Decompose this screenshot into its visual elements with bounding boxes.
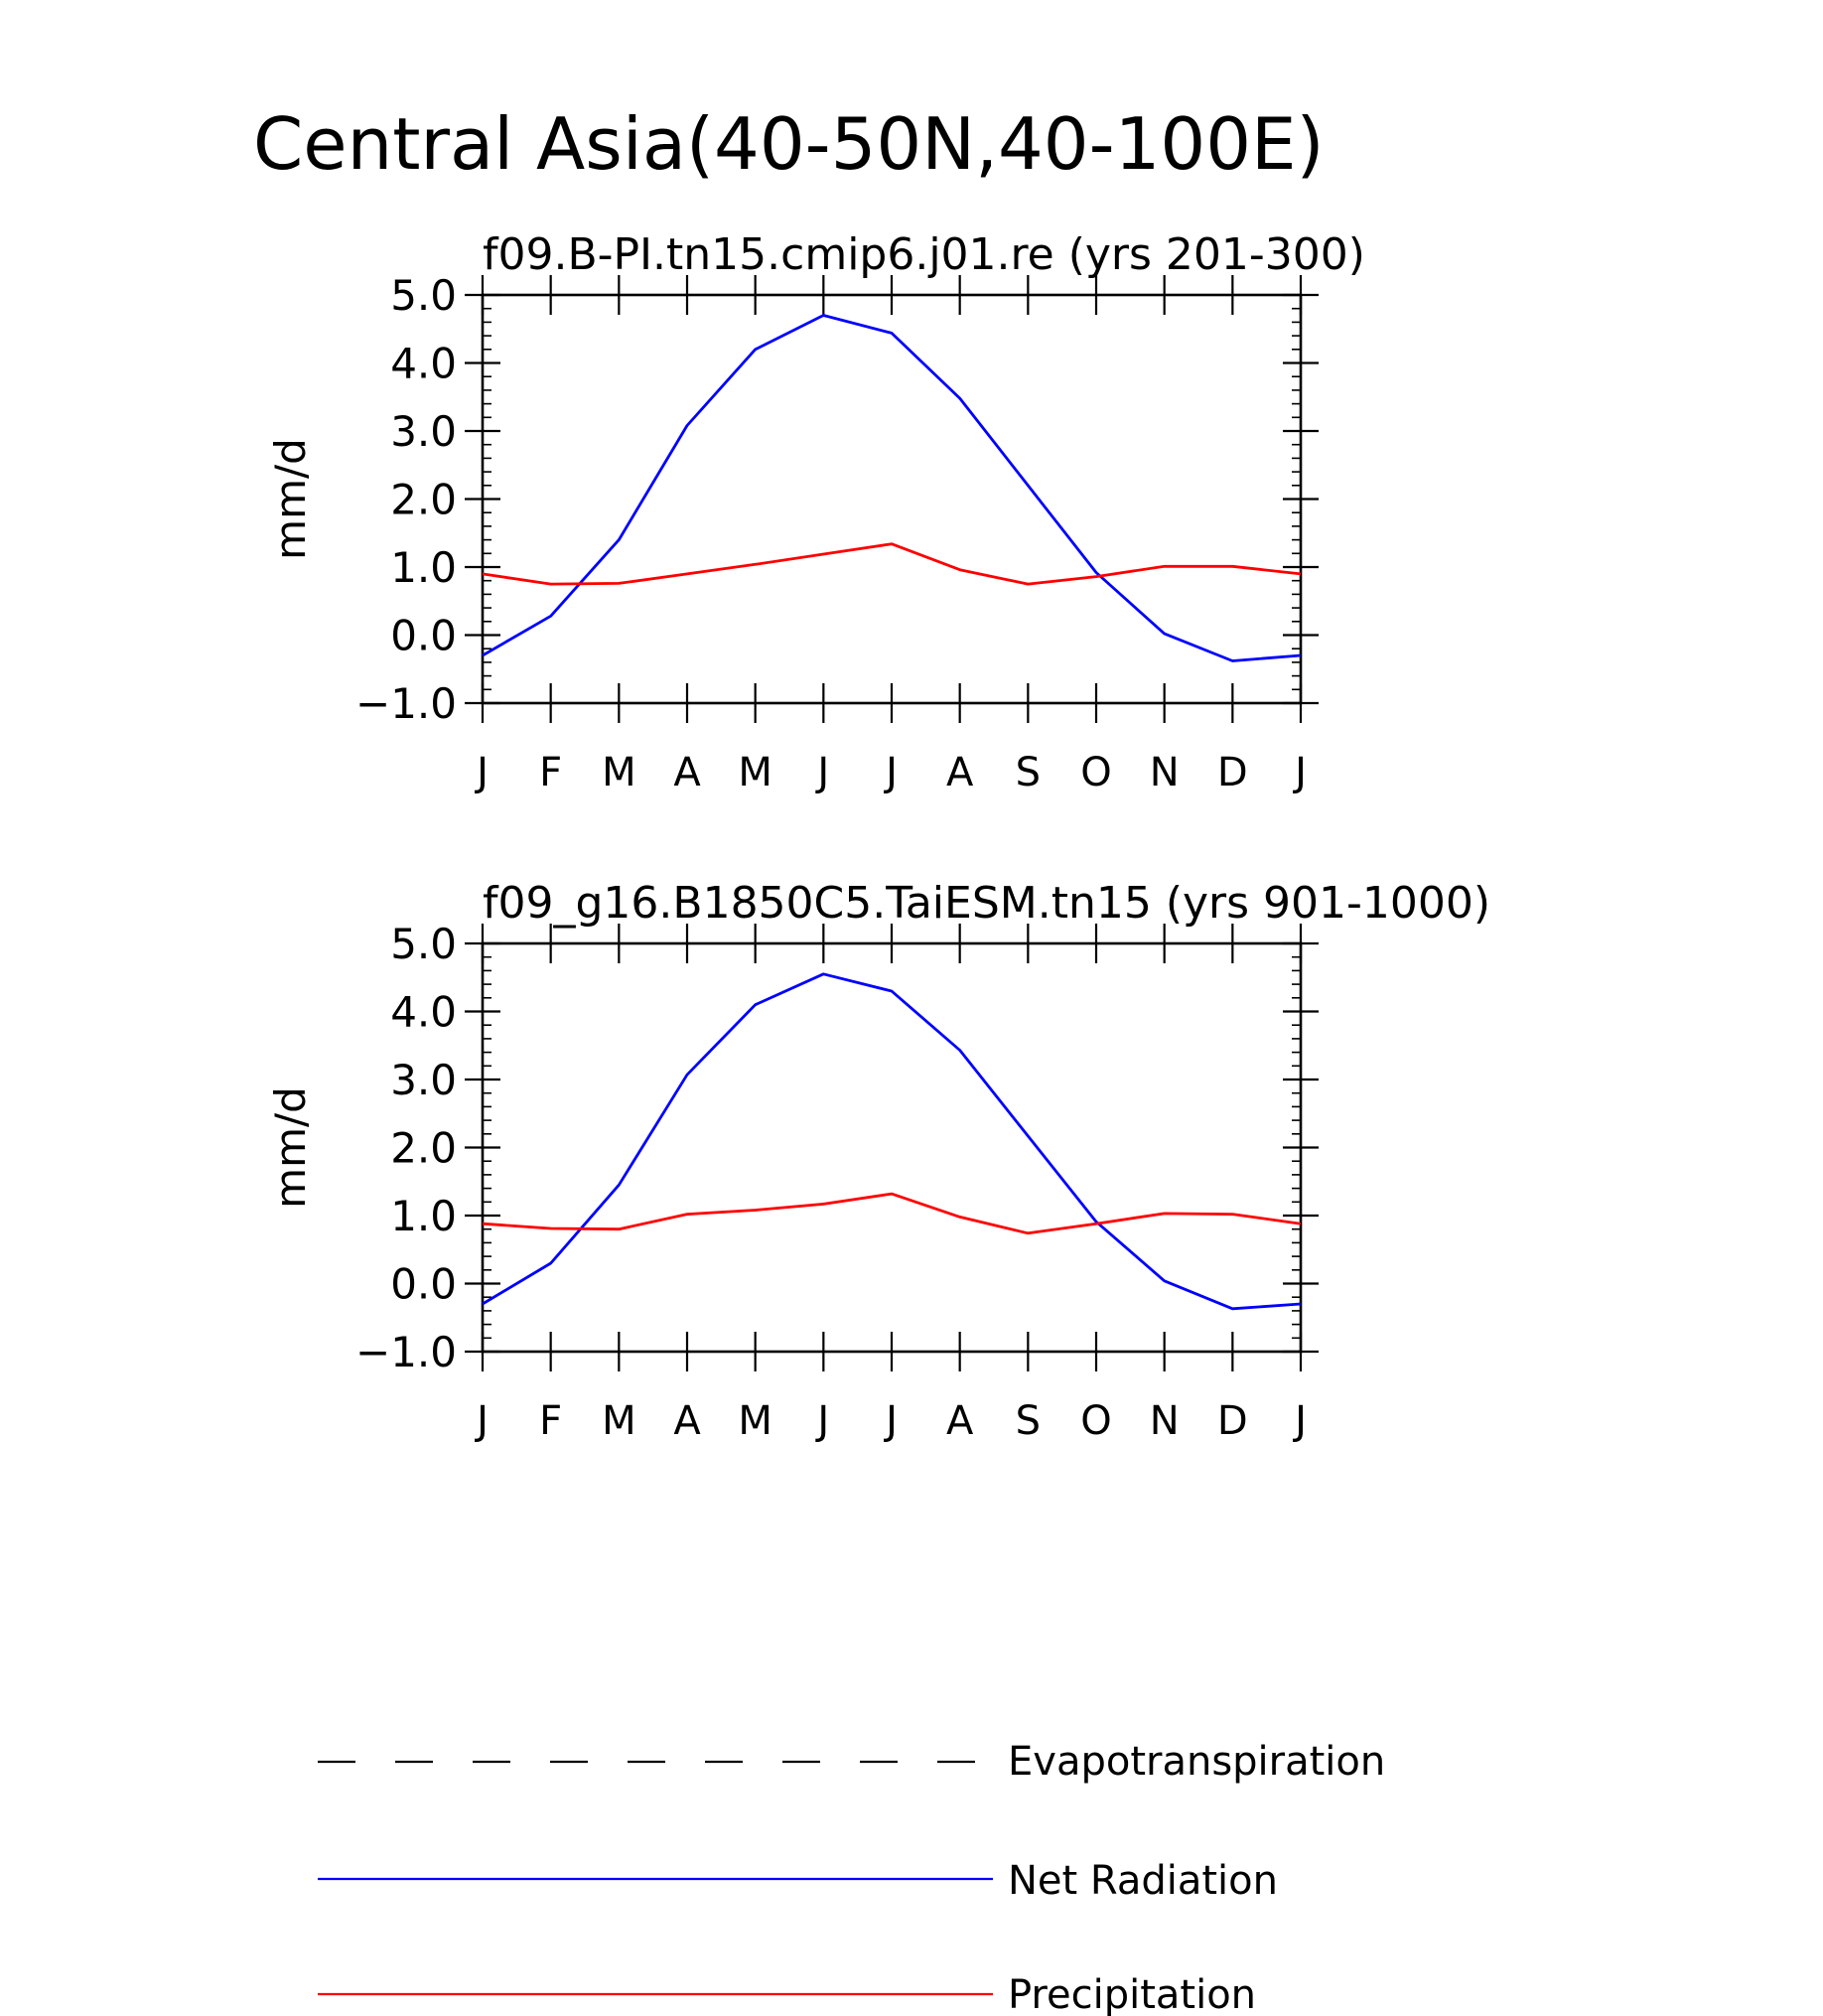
y-tick-label: 2.0 [390,476,457,524]
x-tick-label: J [1292,750,1307,795]
x-tick-label: O [1080,750,1111,795]
x-tick-label: N [1150,750,1180,795]
y-tick-label: 1.0 [390,1192,457,1240]
y-tick-label: 5.0 [390,920,457,968]
legend-label-evapotranspiration: Evapotranspiration [1008,1739,1385,1785]
legend-label-precipitation: Precipitation [1008,1972,1256,2016]
legend: Evapotranspiration Net Radiation Precipi… [318,1739,1385,2016]
x-tick-label: D [1217,750,1248,795]
x-tick-label: D [1217,1398,1248,1444]
y-tick-label: 1.0 [390,543,457,592]
y-tick-label: 3.0 [390,1056,457,1104]
x-tick-label: M [738,1398,772,1444]
x-tick-label: M [738,750,772,795]
y-tick-label: 5.0 [390,271,457,320]
y-tick-label: −1.0 [355,1328,457,1376]
y-tick-label: 4.0 [390,340,457,388]
figure-title: Central Asia(40-50N,40-100E) [253,102,1325,186]
x-tick-label: A [946,750,974,795]
series-line-precipitation [482,542,1302,586]
x-tick-label: F [539,1398,562,1444]
x-tick-label: J [883,1398,898,1444]
panel-bottom: f09_g16.B1850C5.TaiESM.tn15 (yrs 901-100… [266,878,1490,1444]
x-tick-label: J [474,1398,489,1444]
y-tick-label: 0.0 [390,1260,457,1309]
chart-subtitle: f09_g16.B1850C5.TaiESM.tn15 (yrs 901-100… [483,878,1490,929]
y-tick-label: 0.0 [390,612,457,660]
x-tick-label: S [1016,1398,1041,1444]
x-tick-label: J [1292,1398,1307,1444]
chart-subtitle: f09.B-PI.tn15.cmip6.j01.re (yrs 201-300) [483,229,1365,280]
x-tick-label: S [1016,750,1041,795]
x-tick-label: F [539,750,562,795]
legend-label-net-radiation: Net Radiation [1008,1858,1278,1904]
series-line-net-radiation [482,314,1302,662]
x-tick-label: J [814,1398,829,1444]
x-tick-label: A [673,750,701,795]
x-tick-label: A [673,1398,701,1444]
x-tick-label: J [883,750,898,795]
series-line-net-radiation [482,972,1302,1311]
x-tick-label: N [1150,1398,1180,1444]
y-axis-label: mm/d [266,1086,315,1209]
y-tick-label: 2.0 [390,1124,457,1173]
x-tick-label: M [602,1398,636,1444]
series-line-precipitation [482,1192,1302,1235]
plot-frame [481,293,1303,705]
y-tick-label: −1.0 [355,679,457,728]
y-tick-label: 3.0 [390,407,457,456]
y-tick-label: 4.0 [390,988,457,1037]
y-axis-label: mm/d [266,438,315,560]
x-tick-label: O [1080,1398,1111,1444]
x-tick-label: J [814,750,829,795]
x-tick-label: A [946,1398,974,1444]
panel-top: f09.B-PI.tn15.cmip6.j01.re (yrs 201-300)… [266,229,1365,795]
plot-frame [481,941,1303,1354]
x-tick-label: J [474,750,489,795]
x-tick-label: M [602,750,636,795]
